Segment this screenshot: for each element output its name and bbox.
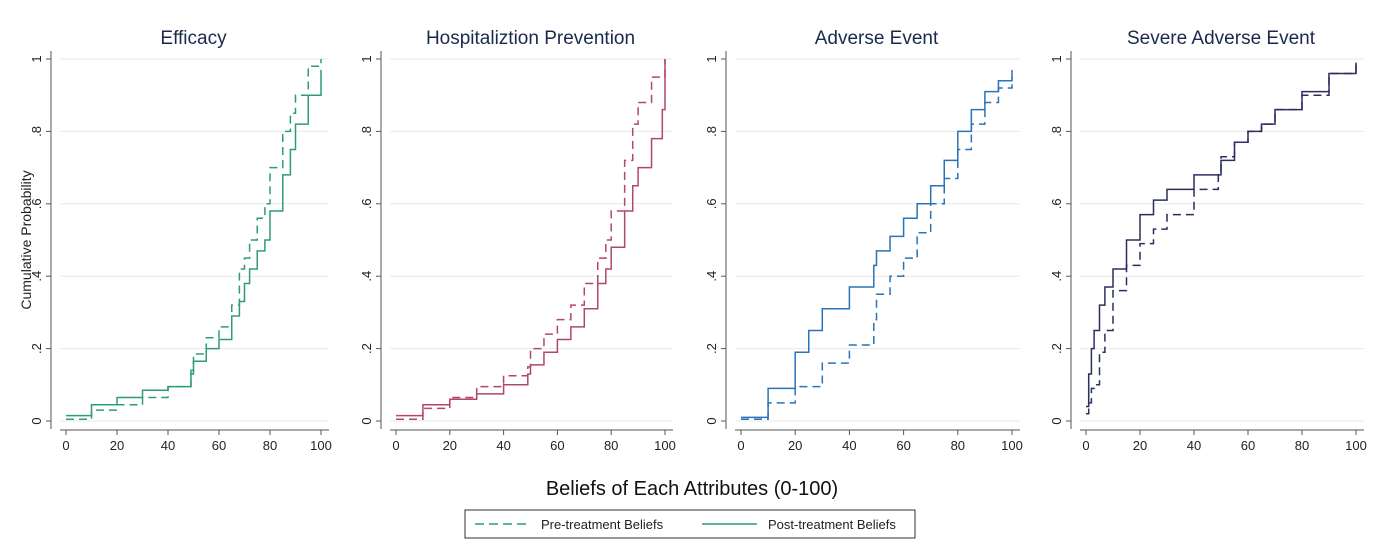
- y-tick-label: 1: [1049, 55, 1064, 62]
- panel-title: Adverse Event: [815, 28, 939, 49]
- legend-label-pre: Pre-treatment Beliefs: [541, 517, 664, 532]
- y-tick-label: .8: [1049, 126, 1064, 137]
- x-tick-label: 40: [842, 438, 856, 453]
- panel-adverse-event: Adverse Event 0 .2 .4 .6 .8 1 0 20 40 60 80 100: [704, 28, 1023, 453]
- series-post-treatment-beliefs: [741, 69, 1013, 419]
- y-tick-label: .6: [704, 198, 719, 209]
- y-tick-label: .8: [359, 126, 374, 137]
- panel-severe-adverse-event: Severe Adverse Event 0 .2 .4 .6 .8 1 0 20 40 60 80 1…: [1049, 28, 1367, 453]
- x-tick-label: 0: [737, 438, 744, 453]
- y-tick-label: .6: [359, 198, 374, 209]
- x-tick-label: 20: [788, 438, 802, 453]
- series-post-treatment-beliefs: [396, 59, 666, 417]
- x-tick-label: 20: [1133, 438, 1147, 453]
- y-tick-label: 1: [704, 55, 719, 62]
- panel-hospitaliztion-prevention: Hospitaliztion Prevention 0 .2 .4 .6 .8 1 0 20 40…: [359, 28, 676, 453]
- x-tick-label: 0: [392, 438, 399, 453]
- x-tick-label: 0: [62, 438, 69, 453]
- series-pre-treatment-beliefs: [1086, 62, 1357, 415]
- x-tick-label: 100: [1345, 438, 1367, 453]
- y-tick-label: 0: [704, 417, 719, 424]
- y-tick-label: .6: [29, 198, 44, 209]
- y-tick-label: 0: [29, 417, 44, 424]
- x-tick-label: 60: [1241, 438, 1255, 453]
- y-tick-label: .8: [29, 126, 44, 137]
- x-tick-label: 40: [496, 438, 510, 453]
- y-tick-label: .2: [1049, 343, 1064, 354]
- y-tick-label: .4: [29, 271, 44, 282]
- panel-title: Severe Adverse Event: [1127, 28, 1316, 49]
- y-tick-label: 1: [29, 55, 44, 62]
- legend-label-post: Post-treatment Beliefs: [768, 517, 896, 532]
- panel-efficacy: Efficacy 0 .2 .4 .6 .8 1 0 20 40 60 80 100: [29, 28, 332, 453]
- y-tick-label: .8: [704, 126, 719, 137]
- series-post-treatment-beliefs: [1086, 62, 1357, 408]
- y-tick-label: 0: [1049, 417, 1064, 424]
- x-tick-label: 80: [1295, 438, 1309, 453]
- y-tick-label: .4: [359, 271, 374, 282]
- y-tick-label: .4: [1049, 271, 1064, 282]
- y-tick-label: .2: [359, 343, 374, 354]
- y-tick-label: .2: [29, 343, 44, 354]
- x-tick-label: 100: [310, 438, 332, 453]
- series-pre-treatment-beliefs: [396, 59, 666, 420]
- y-tick-label: .6: [1049, 198, 1064, 209]
- x-tick-label: 100: [1001, 438, 1023, 453]
- x-tick-label: 100: [654, 438, 676, 453]
- x-tick-label: 0: [1082, 438, 1089, 453]
- x-tick-label: 60: [212, 438, 226, 453]
- y-tick-label: 0: [359, 417, 374, 424]
- y-axis-label: Cumulative Probability: [18, 170, 34, 309]
- x-tick-label: 20: [443, 438, 457, 453]
- y-tick-label: .4: [704, 271, 719, 282]
- x-tick-label: 40: [1187, 438, 1201, 453]
- x-tick-label: 60: [896, 438, 910, 453]
- y-tick-label: .2: [704, 343, 719, 354]
- panel-title: Hospitaliztion Prevention: [426, 28, 635, 49]
- y-tick-label: 1: [359, 55, 374, 62]
- x-tick-label: 80: [604, 438, 618, 453]
- x-tick-label: 80: [951, 438, 965, 453]
- x-tick-label: 20: [110, 438, 124, 453]
- legend: Pre-treatment Beliefs Post-treatment Bel…: [464, 509, 916, 539]
- x-tick-label: 80: [263, 438, 277, 453]
- series-pre-treatment-beliefs: [741, 77, 1013, 420]
- x-axis-label: Beliefs of Each Attributes (0-100): [546, 478, 838, 500]
- legend-box: [464, 509, 916, 539]
- x-tick-label: 60: [550, 438, 564, 453]
- series-post-treatment-beliefs: [66, 69, 322, 417]
- x-tick-label: 40: [161, 438, 175, 453]
- panel-title: Efficacy: [160, 28, 227, 49]
